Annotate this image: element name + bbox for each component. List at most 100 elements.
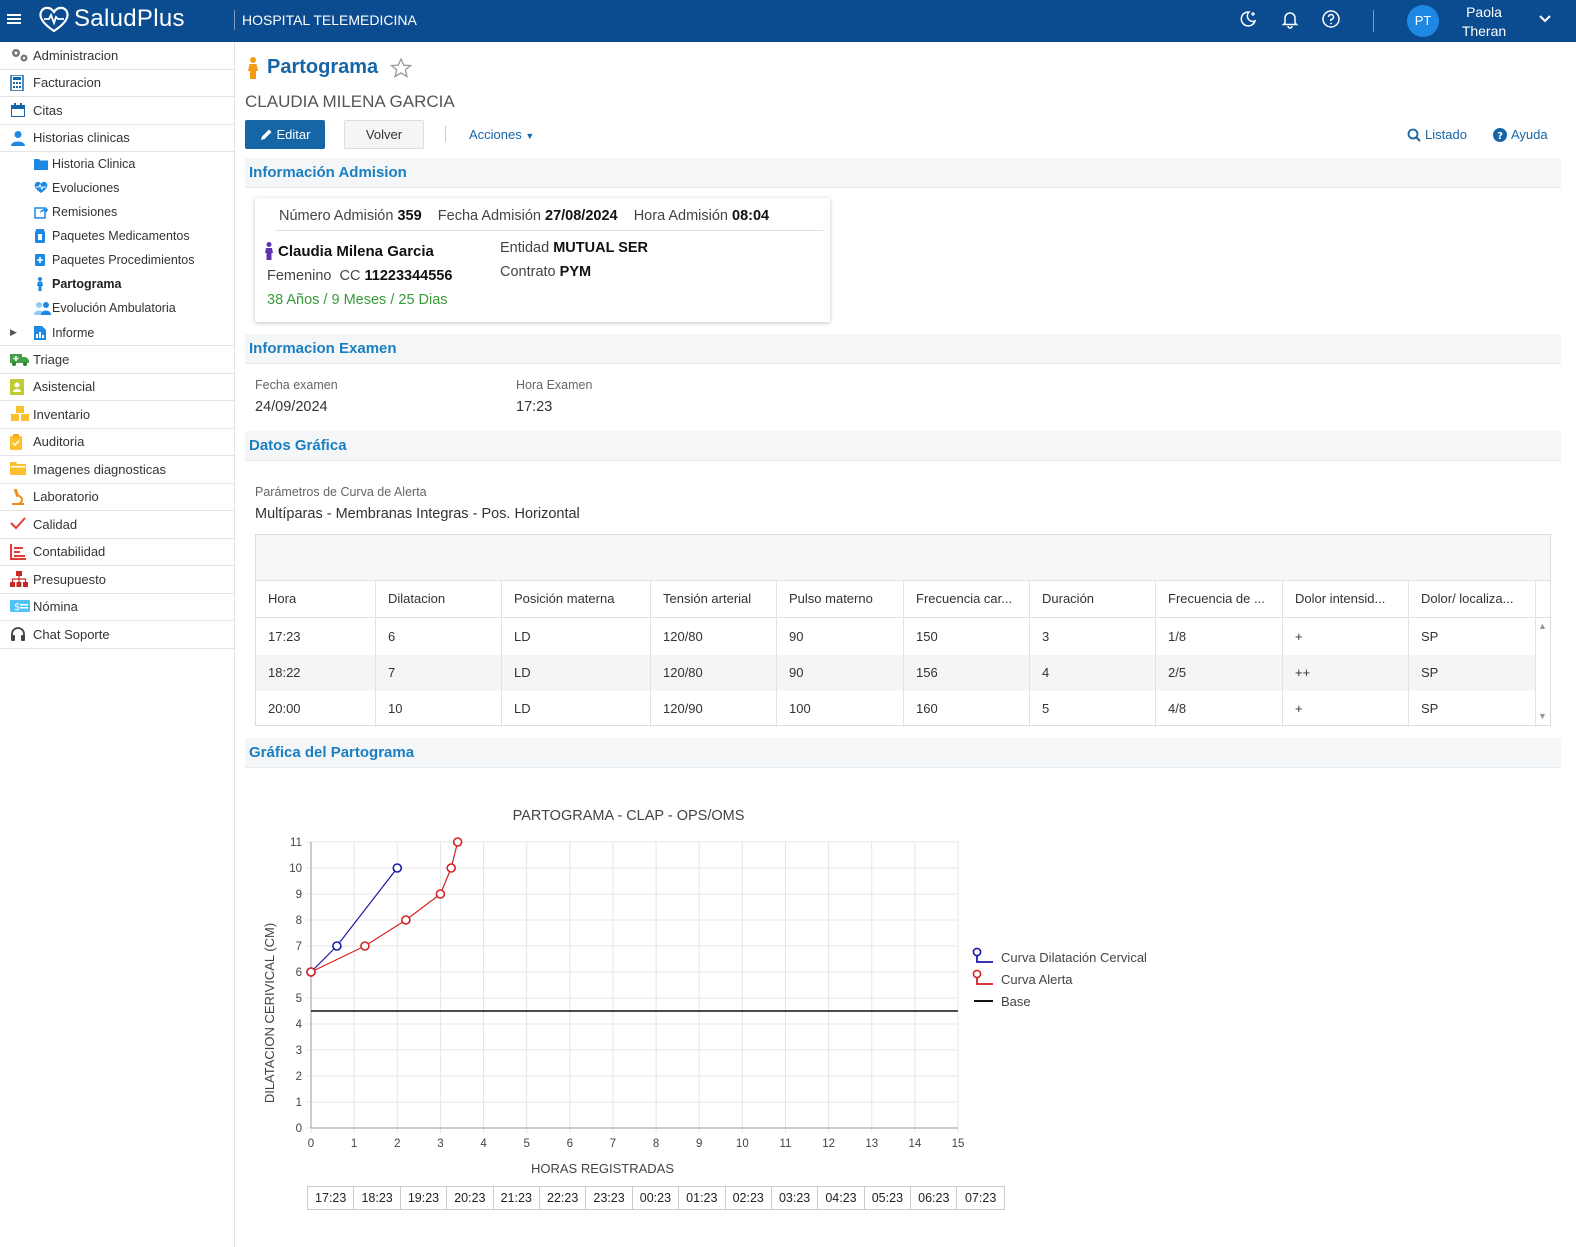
sidebar-item-citas[interactable]: Citas: [0, 97, 234, 125]
x-tick-label: 3: [437, 1138, 443, 1150]
sidebar-subitem-paquetes-procedimientos[interactable]: Paquetes Procedimientos: [0, 248, 234, 272]
legend-label: Curva Alerta: [1001, 972, 1073, 987]
table-cell: 6: [376, 619, 502, 655]
sidebar-subitem-paquetes-medicamentos[interactable]: Paquetes Medicamentos: [0, 224, 234, 248]
user-menu[interactable]: Paola Theran HTC: [1444, 3, 1524, 60]
legend-marker: [972, 969, 982, 979]
sidebar-item-calidad[interactable]: Calidad: [0, 511, 234, 539]
sidebar-subitem-evoluciones[interactable]: Evoluciones: [0, 176, 234, 200]
x-tick-label: 15: [952, 1138, 965, 1150]
money-icon: $: [10, 599, 30, 615]
column-header[interactable]: Frecuencia de ...: [1156, 581, 1283, 617]
caret-right-icon[interactable]: ▶: [10, 327, 17, 337]
scroll-up-icon[interactable]: ▲: [1538, 621, 1547, 631]
exam-date: 24/09/2024: [255, 399, 328, 415]
back-button[interactable]: Volver: [344, 120, 424, 149]
star-icon[interactable]: [390, 57, 413, 78]
time-label: 06:23: [911, 1187, 958, 1209]
plot-area: [310, 841, 959, 1129]
bell-icon[interactable]: [1280, 9, 1302, 31]
contrato-value: PYM: [559, 264, 592, 280]
table-cell: 2/5: [1156, 655, 1283, 691]
table-cell: 4: [1030, 655, 1156, 691]
column-header[interactable]: Pulso materno: [777, 581, 904, 617]
sidebar-item-auditoria[interactable]: Auditoria: [0, 429, 234, 456]
theme-toggle-icon[interactable]: [1238, 9, 1260, 31]
avatar[interactable]: PT: [1407, 5, 1439, 37]
sidebar-subitem-informe[interactable]: ▶ Informe: [0, 320, 234, 346]
legend-label: Curva Dilatación Cervical: [1001, 950, 1147, 965]
table-cell: SP: [1409, 619, 1536, 655]
app-logo[interactable]: SaludPlus: [38, 5, 185, 33]
x-tick-label: 11: [779, 1138, 791, 1150]
time-label: 00:23: [633, 1187, 680, 1209]
edit-button[interactable]: Editar: [245, 120, 325, 149]
sidebar-item-asistencial[interactable]: Asistencial: [0, 374, 234, 401]
table-cell: 120/80: [651, 655, 777, 691]
sidebar-item-presupuesto[interactable]: Presupuesto: [0, 566, 234, 594]
sidebar-item-contabilidad[interactable]: Contabilidad: [0, 539, 234, 566]
data-point: [392, 863, 403, 873]
table-cell: 160: [904, 691, 1030, 727]
sidebar-item-nomina[interactable]: $ Nómina: [0, 594, 234, 621]
sidebar-item-inventario[interactable]: Inventario: [0, 401, 234, 429]
sidebar-item-laboratorio[interactable]: Laboratorio: [0, 484, 234, 511]
param-value: Multíparas - Membranas Integras - Pos. H…: [255, 506, 580, 522]
column-header[interactable]: Dilatacion: [376, 581, 502, 617]
sitemap-icon: [10, 571, 28, 588]
entidad-value: MUTUAL SER: [553, 240, 649, 256]
patient-heading: CLAUDIA MILENA GARCIA: [245, 92, 455, 111]
edit-button-label: Editar: [276, 127, 311, 142]
sidebar-subitem-remisiones[interactable]: Remisiones: [0, 200, 234, 224]
sidebar-item-administracion[interactable]: Administracion: [0, 42, 234, 70]
patient-age: 38 Años / 9 Meses / 25 Dias: [267, 292, 448, 308]
column-header[interactable]: Posición materna: [502, 581, 651, 617]
column-header[interactable]: Dolor/ localiza...: [1409, 581, 1536, 617]
sidebar-item-chat-soporte[interactable]: Chat Soporte: [0, 621, 234, 649]
table-row[interactable]: 20:00 10 LD 120/90 100 160 5 4/8 + SP: [256, 691, 1536, 727]
sidebar-subitem-label: Paquetes Procedimientos: [52, 253, 195, 267]
brand-name: SaludPlus: [74, 5, 185, 32]
table-row[interactable]: 18:22 7 LD 120/80 90 156 4 2/5 ++ SP: [256, 655, 1536, 691]
divider: [1373, 10, 1374, 32]
section-header-admision: Información Admision: [245, 158, 1561, 188]
sidebar-item-imagenes-diagnosticas[interactable]: Imagenes diagnosticas: [0, 456, 234, 484]
admission-card: Número Admisión 359 Fecha Admisión 27/08…: [255, 198, 830, 322]
sidebar-subitem-historia-clinica[interactable]: Historia Clinica: [0, 152, 234, 176]
time-label: 22:23: [540, 1187, 587, 1209]
scroll-down-icon[interactable]: ▼: [1538, 711, 1547, 721]
sidebar: Administracion Facturacion Citas Histori…: [0, 42, 235, 1247]
table-cell: 7: [376, 655, 502, 691]
admission-time: 08:04: [732, 208, 770, 224]
id-card-icon: [10, 378, 28, 395]
column-header[interactable]: Frecuencia car...: [904, 581, 1030, 617]
sidebar-subitem-label: Remisiones: [52, 205, 118, 219]
actions-dropdown[interactable]: Acciones ▼: [469, 127, 534, 142]
x-tick-label: 7: [610, 1138, 616, 1150]
chevron-down-icon[interactable]: [1538, 12, 1552, 31]
column-header[interactable]: Dolor intensid...: [1283, 581, 1409, 617]
sidebar-item-facturacion[interactable]: Facturacion: [0, 70, 234, 97]
column-header[interactable]: Hora: [256, 581, 376, 617]
sidebar-subitem-evolucion-ambulatoria[interactable]: Evolución Ambulatoria: [0, 296, 234, 320]
sidebar-item-triage[interactable]: Triage: [0, 346, 234, 374]
sidebar-item-historias-clinicas[interactable]: Historias clinicas: [0, 125, 234, 152]
table-cell: 10: [376, 691, 502, 727]
sidebar-subitem-partograma[interactable]: Partograma: [0, 272, 234, 296]
column-header[interactable]: Tensión arterial: [651, 581, 777, 617]
table-cell: SP: [1409, 691, 1536, 727]
table-cell: LD: [502, 691, 651, 727]
pencil-icon: [260, 129, 272, 140]
sidebar-item-label: Presupuesto: [33, 571, 106, 587]
x-tick-label: 0: [308, 1138, 314, 1150]
help-link[interactable]: ? Ayuda: [1493, 127, 1548, 142]
table-cell: 150: [904, 619, 1030, 655]
column-header[interactable]: Duración: [1030, 581, 1156, 617]
y-tick-label: 5: [296, 993, 302, 1005]
data-point: [452, 837, 463, 847]
menu-icon[interactable]: [7, 11, 21, 29]
table-row[interactable]: 17:23 6 LD 120/80 90 150 3 1/8 + SP: [256, 619, 1536, 655]
sidebar-item-label: Inventario: [33, 406, 91, 422]
list-link[interactable]: Listado: [1407, 127, 1467, 142]
help-icon[interactable]: [1321, 9, 1343, 31]
